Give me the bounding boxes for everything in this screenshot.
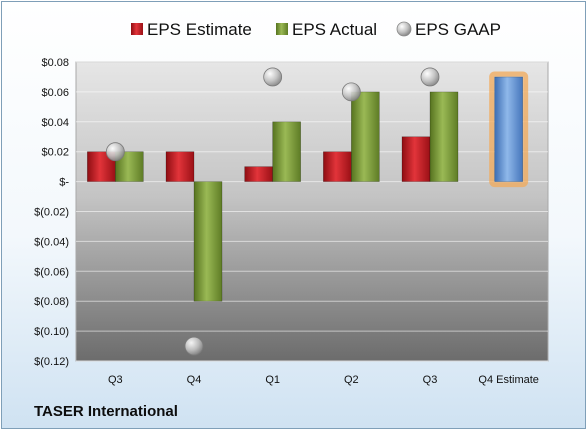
legend-item-eps-gaap: EPS GAAP <box>396 20 501 39</box>
legend-label-eps-actual: EPS Actual <box>292 20 377 39</box>
y-tick-label: $(0.04) <box>34 236 69 248</box>
eps-actual-bar <box>193 181 223 302</box>
x-tick-label: Q3 <box>108 374 123 386</box>
y-tick-label: $(0.08) <box>34 296 69 308</box>
y-tick-label: $0.04 <box>41 117 69 129</box>
y-tick-label: $(0.06) <box>34 266 69 278</box>
eps-estimate-bar <box>244 166 273 182</box>
x-tick-label: Q1 <box>265 374 280 386</box>
y-tick-label: $(0.10) <box>34 326 69 338</box>
eps-gaap-marker <box>420 67 440 87</box>
y-tick-label: $(0.12) <box>34 356 69 368</box>
legend-swatch-eps-gaap <box>396 21 412 37</box>
estimate-highlight-glow <box>489 71 529 188</box>
eps-gaap-marker <box>105 142 125 162</box>
legend-swatch-eps-estimate <box>131 23 143 35</box>
eps-actual-bar <box>351 91 380 182</box>
legend-label-eps-gaap: EPS GAAP <box>415 20 501 39</box>
x-tick-label: Q4 <box>187 374 202 386</box>
eps-gaap-marker <box>341 82 361 102</box>
legend: EPS Estimate EPS Actual EPS GAAP <box>131 20 501 39</box>
legend-swatch-eps-actual <box>276 23 288 35</box>
eps-estimate-bar <box>401 136 431 182</box>
eps-estimate-bar <box>323 151 352 182</box>
y-tick-label: $0.08 <box>41 57 69 69</box>
eps-gaap-marker <box>263 67 283 87</box>
y-tick-label: $(0.02) <box>34 207 69 219</box>
company-name: TASER International <box>34 403 178 420</box>
x-tick-label: Q2 <box>344 374 359 386</box>
legend-item-eps-actual: EPS Actual <box>276 20 377 39</box>
eps-estimate-forecast-bar <box>494 76 523 182</box>
eps-actual-bar <box>429 91 459 182</box>
x-tick-label: Q3 <box>423 374 438 386</box>
legend-label-eps-estimate: EPS Estimate <box>147 20 252 39</box>
y-axis-ticks: $0.08 $0.06 $0.04 $0.02 $- $(0.02) $(0.04) $(0.… <box>34 57 69 368</box>
x-tick-label: Q4 Estimate <box>478 374 539 386</box>
y-tick-label: $0.06 <box>41 87 69 99</box>
eps-estimate-bar <box>165 151 195 182</box>
y-tick-label: $- <box>59 177 69 189</box>
eps-gaap-marker <box>184 336 204 356</box>
gaap-markers <box>105 67 440 356</box>
eps-actual-bar <box>272 121 301 182</box>
x-axis-ticks: Q3 Q4 Q1 Q2 Q3 Q4 Estimate <box>108 374 539 386</box>
bars <box>87 71 529 302</box>
legend-item-eps-estimate: EPS Estimate <box>131 20 252 39</box>
y-tick-label: $0.02 <box>41 147 69 159</box>
gridlines <box>76 61 548 362</box>
